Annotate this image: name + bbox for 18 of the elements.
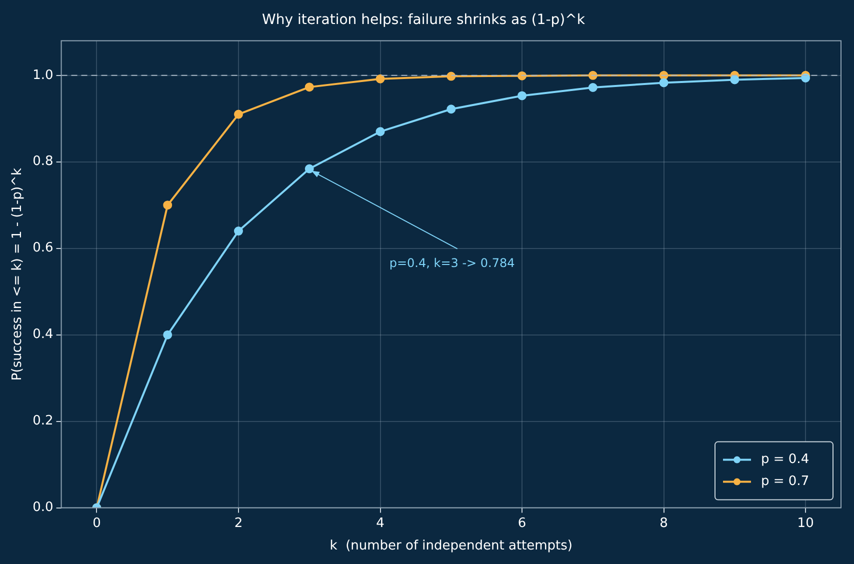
x-tick-label: 8 (660, 516, 668, 531)
legend-label: p = 0.7 (761, 474, 810, 490)
y-tick-label: 0.6 (32, 240, 54, 256)
x-tick-label: 2 (234, 516, 243, 531)
chart-title: Why iteration helps: failure shrinks as (1-p)^k (262, 12, 586, 28)
legend-label: p = 0.4 (761, 452, 810, 468)
y-tick-label: 0.8 (32, 154, 54, 170)
x-tick-label: 10 (797, 516, 814, 531)
y-tick-label: 0.4 (32, 327, 54, 342)
x-tick-label: 0 (92, 516, 101, 531)
x-tick-label: 6 (518, 516, 526, 531)
y-tick-label: 1.0 (32, 68, 54, 83)
x-axis-title: k (number of independent attempts) (330, 538, 573, 554)
x-tick-label: 4 (376, 516, 384, 531)
y-axis-title: P(success in <= k) = 1 - (1-p)^k (10, 168, 26, 381)
y-tick-label: 0.0 (32, 500, 54, 516)
annotation: p=0.4, k=3 -> 0.784 (389, 256, 515, 270)
y-tick-label: 0.2 (32, 414, 54, 429)
